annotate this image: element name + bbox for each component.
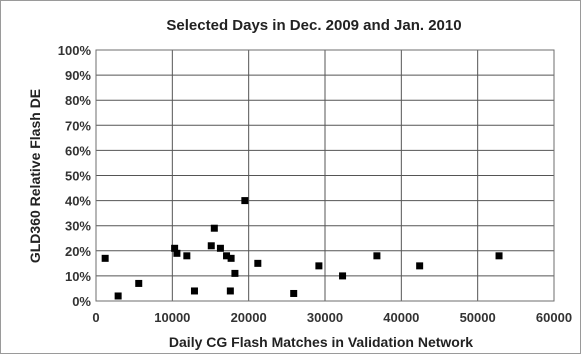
data-point (171, 244, 179, 252)
data-point (223, 252, 231, 260)
x-axis-label: Daily CG Flash Matches in Validation Net… (169, 334, 473, 350)
data-point (114, 292, 122, 300)
y-tick-label: 70% (65, 118, 91, 133)
y-tick-label: 80% (65, 93, 91, 108)
y-tick-label: 90% (65, 68, 91, 83)
x-axis-ticks: 0 10000 20000 30000 40000 50000 60000 (92, 310, 572, 325)
data-point (290, 289, 298, 297)
data-point (227, 254, 235, 262)
data-point (226, 287, 234, 295)
data-point (135, 279, 143, 287)
data-point (373, 252, 381, 260)
data-point (231, 269, 239, 277)
data-point (254, 259, 262, 267)
plot-area (95, 49, 555, 302)
data-point (210, 224, 218, 232)
x-tick-label: 40000 (383, 310, 419, 325)
y-tick-label: 40% (65, 194, 91, 209)
data-point (183, 252, 191, 260)
y-axis-ticks: 0% 10% 20% 30% 40% 50% 60% 70% 80% 90% 100% (58, 43, 92, 309)
data-point (241, 197, 249, 205)
y-tick-label: 10% (65, 269, 91, 284)
x-tick-label: 10000 (154, 310, 190, 325)
data-point (173, 249, 181, 257)
data-point (315, 262, 323, 270)
y-tick-label: 50% (65, 169, 91, 184)
gridlines (95, 49, 555, 302)
x-tick-label: 0 (92, 310, 99, 325)
data-point (216, 244, 224, 252)
data-point (416, 262, 424, 270)
y-tick-label: 0% (72, 294, 91, 309)
data-point (495, 252, 503, 260)
data-point (101, 254, 109, 262)
x-tick-label: 30000 (307, 310, 343, 325)
y-tick-label: 30% (65, 219, 91, 234)
chart-title: Selected Days in Dec. 2009 and Jan. 2010 (166, 17, 461, 34)
y-tick-label: 60% (65, 143, 91, 158)
data-point (207, 242, 215, 250)
y-axis-label: GLD360 Relative Flash DE (27, 89, 43, 263)
y-tick-label: 20% (65, 244, 91, 259)
data-points (101, 197, 503, 300)
x-tick-label: 50000 (460, 310, 496, 325)
x-tick-label: 60000 (536, 310, 572, 325)
y-tick-label: 100% (58, 43, 92, 58)
x-tick-label: 20000 (231, 310, 267, 325)
data-point (190, 287, 198, 295)
data-point (339, 272, 347, 280)
